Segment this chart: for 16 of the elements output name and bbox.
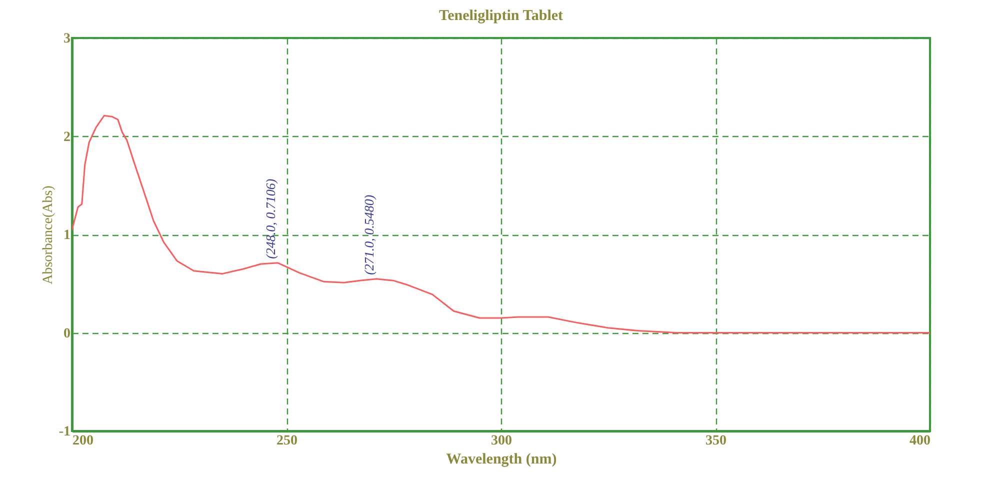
x-tick-label: 200 [72, 434, 94, 448]
y-tick-label: 0 [64, 326, 70, 342]
annotation: (248.0, 0.7106) [262, 178, 278, 259]
y-tick-label: 3 [64, 32, 70, 46]
y-axis-title: Absorbance(Abs) [40, 185, 56, 284]
x-tick-label: 350 [706, 434, 726, 448]
y-tick-label: -1 [58, 424, 70, 440]
chart-title: Teneligliptin Tablet [438, 8, 564, 24]
y-tick-label: 2 [64, 130, 70, 145]
x-tick-label: 300 [491, 434, 512, 448]
x-tick-label: 400 [910, 434, 930, 448]
annotation: (271.0, 0.5480) [362, 194, 377, 275]
x-tick-label: 250 [276, 434, 298, 448]
line-series [72, 114, 930, 334]
x-axis-title: Wavelength (nm) [446, 452, 557, 468]
y-tick-label: 1 [64, 228, 70, 243]
